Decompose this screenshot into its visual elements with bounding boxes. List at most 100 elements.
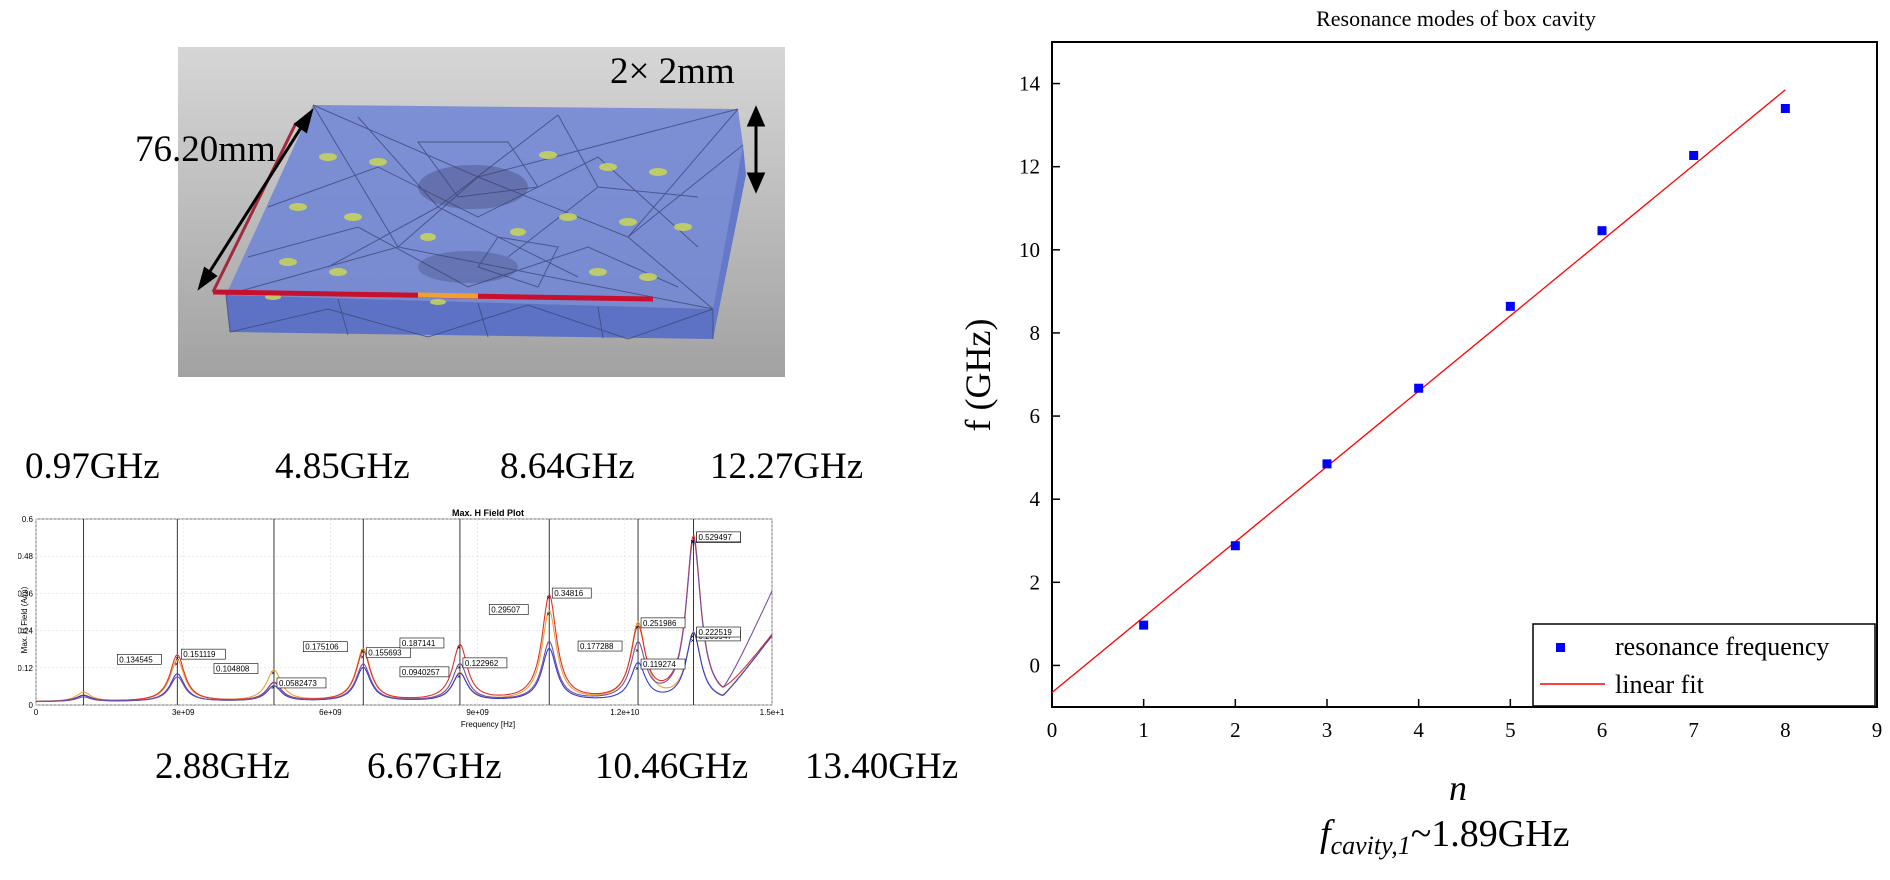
h-marker-box	[365, 647, 411, 659]
h-marker-box	[462, 657, 508, 669]
x-tick-label: 3	[1322, 718, 1333, 742]
y-tick-label: 12	[1019, 155, 1040, 179]
h-marker-label: 0.177288	[580, 642, 614, 651]
h-field-plot: Max. H Field Plot Max. H Field (A/m) Fre…	[18, 505, 938, 729]
y-tick-label: 4	[1030, 487, 1041, 511]
y-tick-label: 6	[1030, 404, 1041, 428]
cavity-annotation: fcavity,1~1.89GHz	[1320, 813, 1570, 860]
y-tick-label: 0	[1030, 653, 1041, 677]
x-tick-label: 2	[1230, 718, 1241, 742]
cavity-model-render	[178, 47, 785, 377]
h-marker-box	[399, 637, 445, 649]
h-marker-cross: ×	[271, 671, 275, 678]
h-x-tick-label: 0	[34, 708, 39, 717]
h-marker-label: 0.529497	[698, 533, 732, 542]
h-x-tick-label: 6e+09	[319, 708, 342, 717]
h-marker-label: 0.0582473	[279, 679, 317, 688]
y-tick-label: 8	[1030, 321, 1041, 345]
h-y-tick-label: 0.12	[18, 664, 34, 673]
h-marker-box	[213, 663, 259, 674]
h-marker-label: 0.34816	[554, 589, 583, 598]
h-y-tick-label: 0.36	[18, 589, 34, 598]
x-tick-label: 8	[1780, 718, 1791, 742]
x-tick-label: 9	[1872, 718, 1883, 742]
h-marker-label: 0.119274	[643, 660, 676, 669]
h-marker-cross: ×	[690, 540, 694, 547]
h-marker-cross: ×	[360, 649, 364, 656]
freq-label-top-4: 12.27GHz	[710, 446, 864, 487]
y-tick-label: 2	[1030, 570, 1041, 594]
freq-label-top-3: 8.64GHz	[500, 446, 635, 487]
h-marker-cross: ×	[690, 634, 694, 641]
dimension-arrows	[197, 105, 766, 291]
legend: resonance frequency linear fit	[1532, 623, 1876, 707]
freq-label-top-2: 4.85GHz	[275, 446, 410, 487]
h-marker-box	[640, 658, 686, 670]
h-marker-label: 0.155693	[368, 649, 402, 658]
data-point	[1139, 620, 1149, 630]
h-marker-cross: ×	[360, 655, 364, 662]
freq-label-top-1: 0.97GHz	[25, 446, 160, 487]
data-point	[1597, 226, 1607, 236]
h-marker-cross: ×	[546, 612, 550, 619]
freq-label-bottom-3: 10.46GHz	[595, 746, 749, 787]
h-x-tick-label: 1.2e+10	[610, 708, 640, 717]
y-tick-label: 10	[1019, 238, 1040, 262]
h-y-tick-label: 0.6	[22, 515, 34, 524]
h-marker-cross: ×	[635, 648, 639, 655]
legend-label-fit: linear fit	[1615, 670, 1705, 699]
data-point	[1322, 459, 1332, 469]
x-tick-label: 1	[1138, 718, 1149, 742]
height-dimension-label: 2× 2mm	[610, 51, 735, 92]
freq-label-bottom-2: 6.67GHz	[367, 746, 502, 787]
x-tick-label: 5	[1505, 718, 1516, 742]
h-marker-box	[180, 648, 226, 660]
h-x-tick-label: 1.5e+1	[760, 708, 785, 717]
h-marker-cross: ×	[174, 661, 178, 668]
x-axis-label: n	[1449, 768, 1467, 808]
legend-marker-scatter	[1556, 643, 1565, 652]
h-marker-box	[117, 653, 162, 665]
h-marker-cross: ×	[690, 638, 694, 645]
h-marker-box	[399, 666, 450, 678]
h-marker-box	[696, 531, 741, 543]
x-tick-label: 0	[1047, 718, 1058, 742]
h-plot-xlabel: Frequency [Hz]	[461, 720, 515, 729]
h-marker-cross: ×	[635, 625, 639, 632]
width-dimension-label: 76.20mm	[135, 129, 276, 170]
h-marker-box	[276, 677, 327, 689]
data-point	[1505, 301, 1515, 311]
h-plot-title: Max. H Field Plot	[452, 508, 524, 518]
h-marker-label: 0.187141	[402, 639, 436, 648]
h-marker-cross: ×	[635, 666, 639, 673]
data-point	[1230, 541, 1240, 551]
h-y-tick-label: 0	[29, 701, 34, 710]
h-marker-label: 0.222519	[698, 628, 732, 637]
h-marker-box	[302, 641, 348, 653]
data-point	[1689, 150, 1699, 160]
h-marker-cross: ×	[690, 539, 694, 546]
h-field-curve	[36, 538, 773, 703]
h-marker-label: 0.104808	[216, 665, 250, 674]
h-plot-ylabel: Max. H Field (A/m)	[20, 586, 29, 653]
chart-title: Resonance modes of box cavity	[1316, 6, 1596, 31]
h-marker-box	[577, 640, 623, 652]
h-marker-box	[696, 626, 741, 638]
h-marker-box	[551, 587, 592, 599]
h-marker-label: 0.151119	[183, 650, 216, 659]
data-point	[1780, 104, 1790, 113]
h-marker-box	[640, 617, 686, 629]
h-marker-label: 0.251986	[643, 619, 677, 628]
y-axis-label: f (GHz)	[960, 319, 998, 432]
h-x-tick-label: 9e+09	[466, 708, 489, 717]
h-marker-label: 0.134545	[119, 655, 153, 664]
legend-label-scatter: resonance frequency	[1615, 632, 1829, 661]
h-marker-label: 0.29507	[491, 606, 520, 615]
h-marker-cross: ×	[457, 665, 461, 672]
freq-label-bottom-4: 13.40GHz	[805, 746, 959, 787]
x-tick-label: 6	[1597, 718, 1608, 742]
h-y-tick-label: 0.48	[18, 552, 34, 561]
h-marker-cross: ×	[175, 656, 179, 663]
h-x-tick-label: 3e+09	[172, 708, 195, 717]
